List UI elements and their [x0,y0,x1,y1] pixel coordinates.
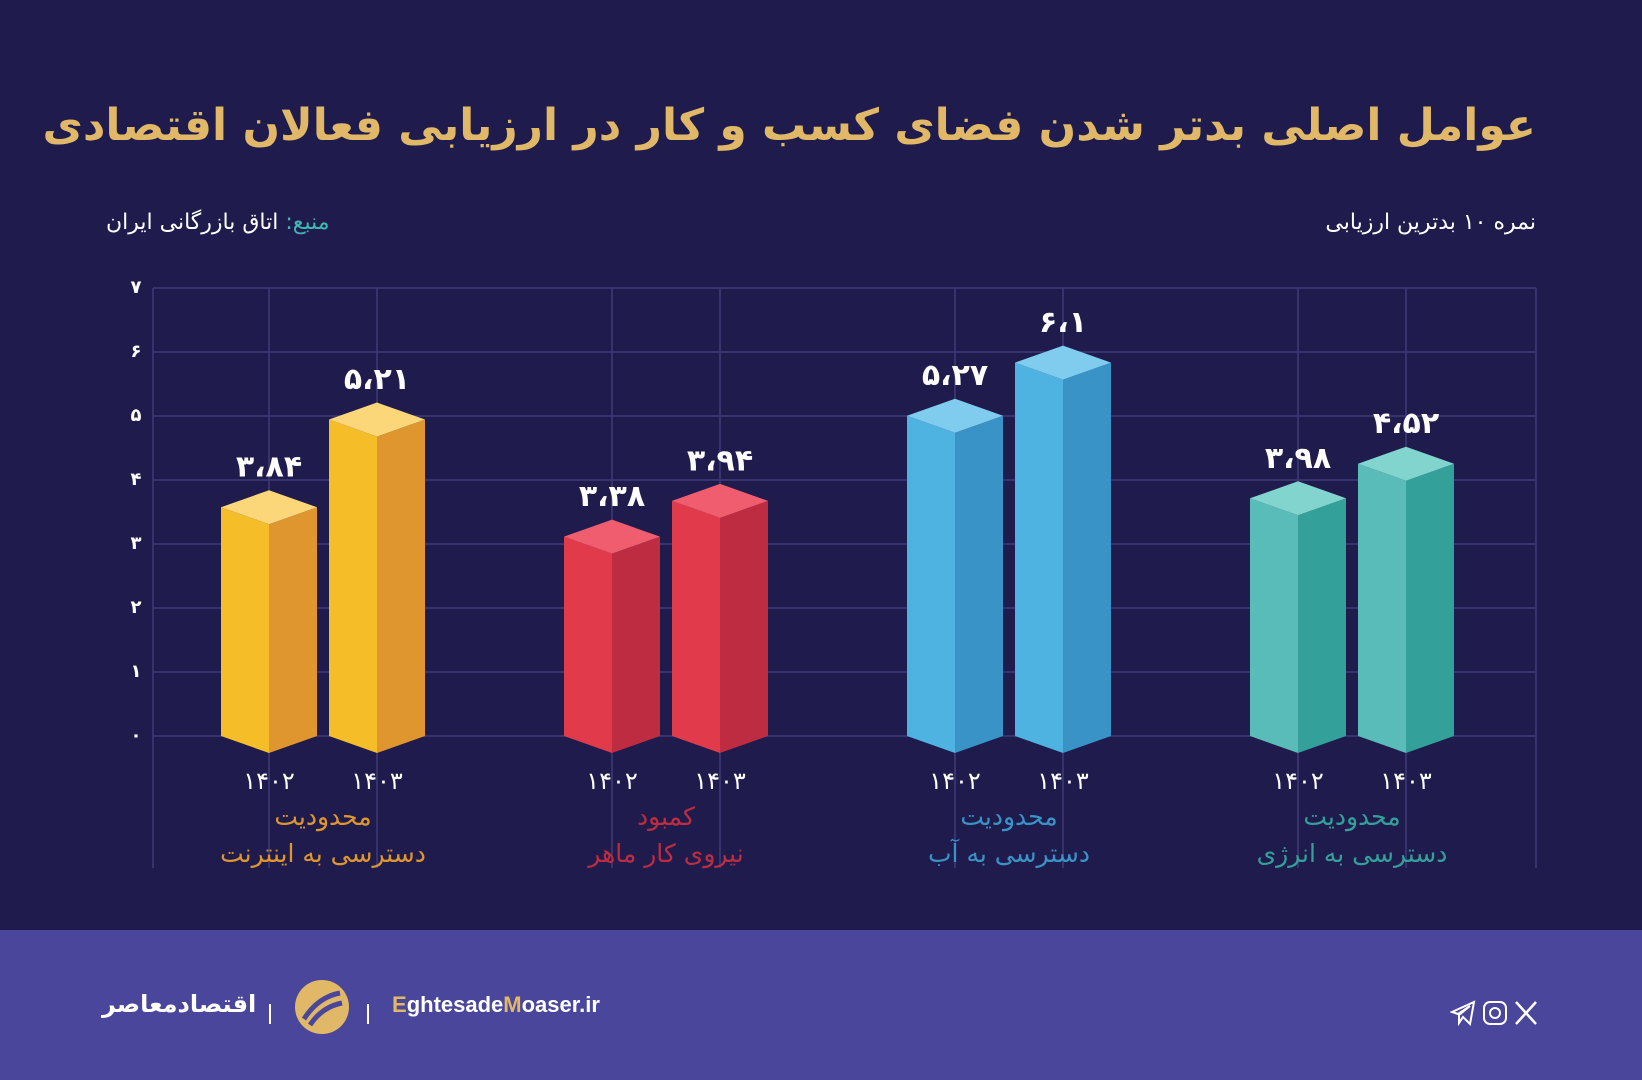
category-label: محدودیت [960,802,1057,832]
source-label: منبع: [285,210,330,235]
bar-top [1250,481,1346,516]
bar-right-face [1063,362,1111,753]
bar-top [1358,446,1454,481]
x-tick-label: ۱۴۰۳ [694,767,746,795]
bar-top [672,483,768,518]
x-tick-label: ۱۴۰۲ [586,767,638,795]
value-label: ۵،۲۷ [922,358,988,393]
x-tick-label: ۱۴۰۲ [929,767,981,795]
brand: اقتصادمعاصر [102,990,257,1018]
title: عوامل اصلی بدتر شدن فضای کسب و کار در ار… [42,100,1537,151]
y-tick-label: ۴ [131,469,142,490]
y-tick-label: ۰ [131,725,142,746]
category-label: کمبود [637,802,695,831]
y-tick-label: ۳ [131,533,142,554]
bar-top [221,490,317,525]
bar-top [329,402,425,437]
bar-left-face [1250,498,1298,753]
value-label: ۶،۱ [1039,305,1087,340]
site-part: oaser.ir [521,992,600,1017]
bar-right-face [720,500,768,753]
bar-left-face [221,507,269,753]
bar-right-face [1406,463,1454,753]
y-tick-label: ۵ [131,405,142,426]
category-label: دسترسی به آب [928,838,1090,868]
bar-top [564,519,660,554]
source: منبع: اتاق بازرگانی ایران [106,210,330,235]
value-label: ۳،۳۸ [579,479,645,514]
social-icons[interactable] [1450,998,1540,1028]
value-label: ۵،۲۱ [344,362,410,397]
site[interactable]: EghtesadeMoaser.ir [392,992,600,1018]
x-tick-label: ۱۴۰۳ [1380,767,1432,795]
chart: ۰ ۱ ۲ ۳ ۴ ۵ ۶ ۷ ۳،۸۴ ۱۴۰۲ ۵،۲۱ ۱۴۰۳ محدودیت دسترسی به… [131,277,1537,869]
value-label: ۴،۵۲ [1373,406,1439,441]
bar-left-face [907,415,955,753]
bar-left-face [564,536,612,753]
bar-left-face [1015,362,1063,753]
bar-right-face [612,536,660,753]
value-label: ۳،۹۸ [1265,441,1331,476]
separator [269,1004,271,1024]
separator [367,1004,369,1024]
value-label: ۳،۸۴ [236,450,302,485]
site-part: M [503,992,522,1017]
bar-left-face [1358,463,1406,753]
bar-top [1015,345,1111,380]
bar-right-face [955,415,1003,753]
y-tick-label: ۷ [131,277,142,298]
x-tick-label: ۱۴۰۲ [243,767,295,795]
x-tick-label: ۱۴۰۳ [1037,767,1089,795]
category-label: نیروی کار ماهر [586,839,743,869]
source-text: اتاق بازرگانی ایران [106,210,279,235]
site-part: ghtesade [406,992,504,1017]
logo [295,980,349,1034]
y-tick-label: ۲ [131,597,142,618]
subtitle: نمره ۱۰ بدترین ارزیابی [1325,210,1536,235]
x-tick-label: ۱۴۰۳ [351,767,403,795]
category-label: دسترسی به انرژی [1257,839,1448,868]
bar-right-face [377,419,425,753]
category-label: محدودیت [1303,802,1400,832]
bar-right-face [269,507,317,753]
category-label: دسترسی به اینترنت [220,839,426,868]
y-tick-label: ۶ [131,341,142,362]
site-part: E [392,992,407,1017]
bar-top [907,398,1003,433]
bar-right-face [1298,498,1346,753]
y-tick-label: ۱ [131,661,142,682]
footer: اقتصادمعاصر EghtesadeMoaser.ir [0,930,1642,1080]
bar-left-face [672,500,720,753]
value-label: ۳،۹۴ [687,443,753,478]
bar-left-face [329,419,377,753]
x-tick-label: ۱۴۰۲ [1272,767,1324,795]
category-label: محدودیت [274,802,371,832]
